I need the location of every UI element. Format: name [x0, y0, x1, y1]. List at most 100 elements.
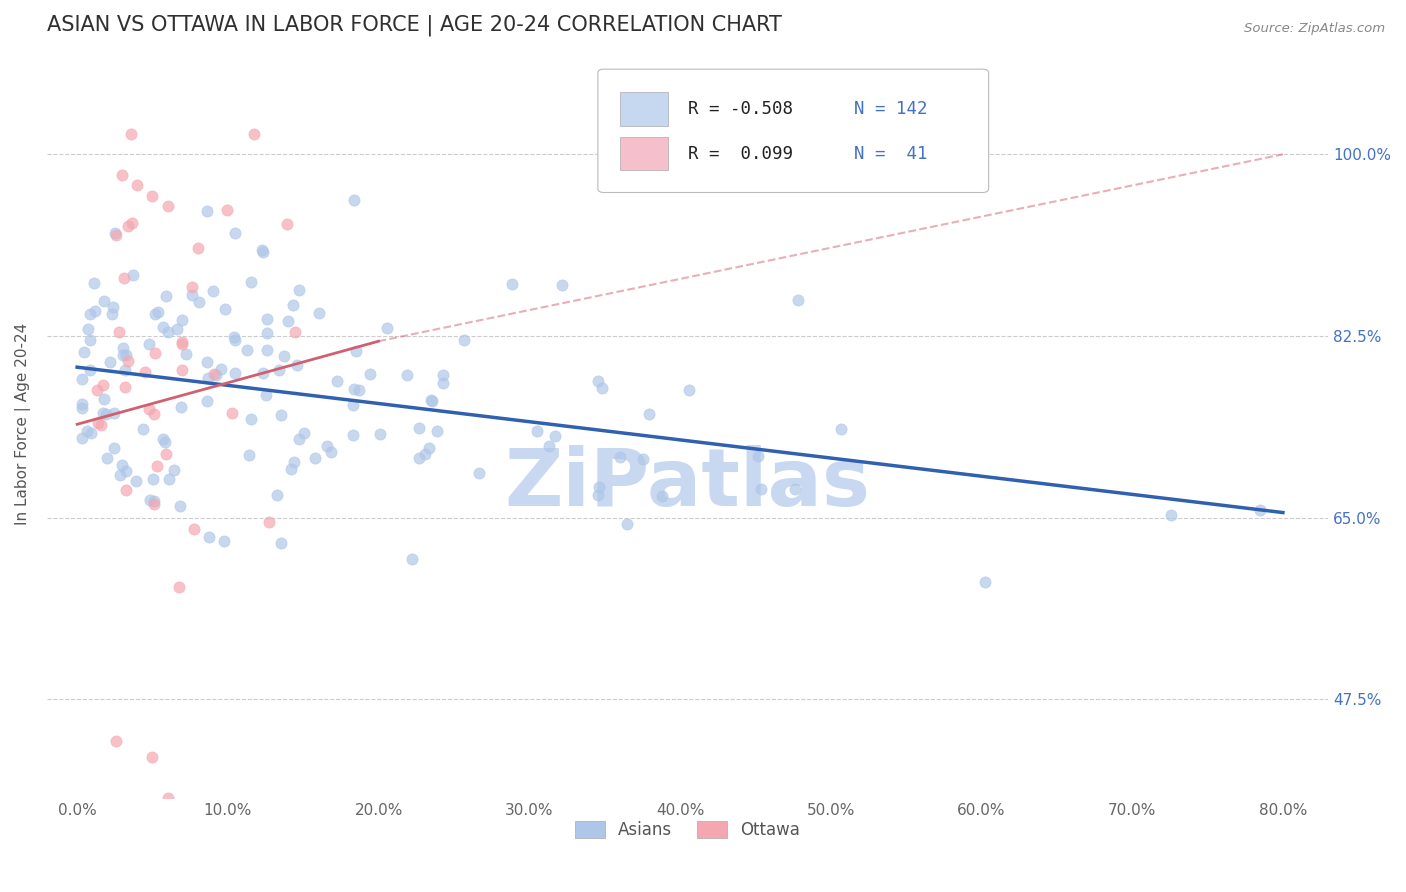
Point — [98, 355, 121, 369]
Point — [83, 277, 105, 291]
Point — [127, 178, 149, 193]
Point — [250, 243, 273, 257]
Point — [70, 372, 93, 386]
Point — [80, 426, 103, 441]
Point — [87, 417, 110, 431]
Point — [170, 313, 193, 327]
Point — [212, 534, 235, 549]
Point — [122, 268, 145, 283]
Point — [609, 450, 631, 464]
Point — [180, 288, 202, 302]
Point — [103, 441, 125, 455]
Point — [651, 489, 673, 503]
Point — [112, 271, 135, 285]
Point — [280, 462, 302, 476]
Point — [94, 407, 117, 421]
Point — [93, 392, 115, 406]
Point — [526, 425, 548, 439]
Point — [276, 218, 298, 232]
Point — [501, 277, 523, 292]
Point — [236, 343, 259, 358]
Point — [77, 322, 100, 336]
Point — [197, 370, 219, 384]
Point — [288, 284, 311, 298]
Point — [401, 552, 423, 566]
Legend: Asians, Ottawa: Asians, Ottawa — [568, 814, 807, 846]
Point — [83, 304, 105, 318]
Point — [783, 482, 806, 496]
Point — [117, 353, 139, 368]
Point — [432, 368, 454, 383]
Point — [101, 300, 124, 314]
Point — [238, 448, 260, 462]
Point — [419, 392, 441, 407]
Point — [143, 408, 166, 422]
Point — [544, 429, 567, 443]
Point — [183, 522, 205, 536]
Point — [103, 406, 125, 420]
Point — [155, 434, 177, 449]
Point — [256, 343, 278, 357]
Point — [221, 407, 243, 421]
Point — [93, 294, 115, 309]
Point — [321, 445, 343, 459]
Text: N =  41: N = 41 — [853, 145, 928, 162]
Point — [91, 406, 114, 420]
Point — [209, 362, 232, 376]
Point — [285, 358, 308, 372]
Point — [138, 401, 160, 416]
Point — [283, 298, 305, 312]
Point — [420, 394, 443, 409]
Point — [115, 464, 138, 478]
Point — [316, 440, 339, 454]
Point — [111, 168, 134, 182]
Point — [111, 347, 134, 361]
Point — [163, 462, 186, 476]
Point — [108, 467, 131, 482]
Point — [156, 326, 179, 340]
Point — [204, 368, 226, 382]
Point — [418, 441, 440, 455]
Point — [273, 349, 295, 363]
Point — [132, 422, 155, 436]
Point — [408, 451, 430, 466]
Point — [155, 447, 177, 461]
Point — [114, 483, 136, 497]
Point — [426, 424, 449, 438]
Point — [73, 344, 96, 359]
Point — [284, 326, 307, 340]
Point — [359, 367, 381, 381]
Point — [787, 293, 810, 307]
Point — [326, 374, 349, 388]
Point — [830, 422, 852, 436]
Point — [588, 480, 610, 494]
Point — [90, 417, 112, 432]
Point — [155, 289, 177, 303]
Point — [266, 488, 288, 502]
Point — [104, 228, 127, 243]
Point — [195, 393, 218, 408]
Point — [468, 466, 491, 480]
Point — [283, 454, 305, 468]
Point — [156, 791, 179, 805]
Text: N = 142: N = 142 — [853, 100, 928, 118]
Point — [146, 305, 169, 319]
Point — [224, 333, 246, 347]
Point — [375, 320, 398, 334]
Point — [156, 199, 179, 213]
Point — [86, 383, 108, 397]
Point — [174, 347, 197, 361]
Point — [112, 342, 135, 356]
Point — [142, 494, 165, 508]
Point — [143, 498, 166, 512]
Point — [342, 427, 364, 442]
Point — [114, 379, 136, 393]
Point — [143, 346, 166, 360]
Point — [304, 450, 326, 465]
Point — [288, 432, 311, 446]
Point — [749, 483, 772, 497]
Point — [453, 333, 475, 347]
Point — [104, 734, 127, 748]
Point — [170, 401, 193, 415]
Point — [267, 363, 290, 377]
